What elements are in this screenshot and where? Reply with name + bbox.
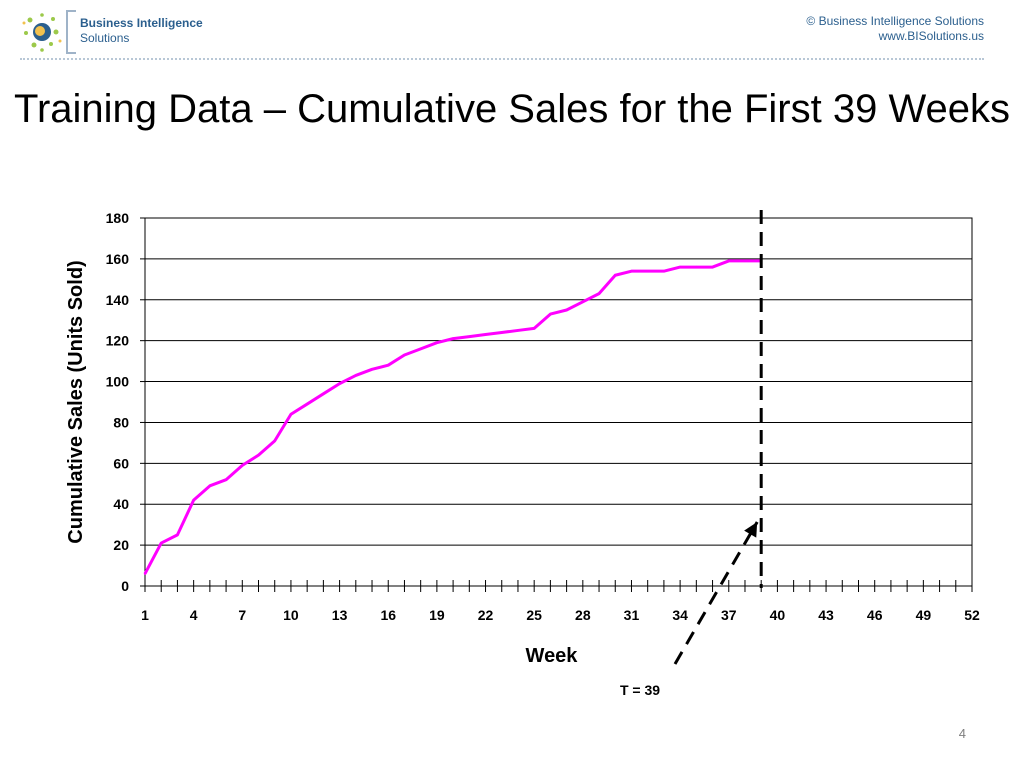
data-point <box>419 347 422 351</box>
x-tick-label: 40 <box>770 607 786 623</box>
x-tick-label: 31 <box>624 607 640 623</box>
y-tick-label: 160 <box>106 251 130 267</box>
y-tick-label: 120 <box>106 333 130 349</box>
header-credits: © Business Intelligence Solutions www.BI… <box>806 14 984 44</box>
logo-name: Business Intelligence <box>80 16 203 30</box>
data-point <box>224 478 228 481</box>
data-point <box>257 453 260 457</box>
data-point <box>614 274 617 277</box>
x-tick-label: 34 <box>672 607 688 623</box>
data-point <box>387 364 390 367</box>
data-point <box>143 572 147 575</box>
x-tick-label: 49 <box>916 607 932 623</box>
slide-title: Training Data – Cumulative Sales for the… <box>14 87 1010 131</box>
data-point <box>565 308 568 312</box>
y-tick-label: 180 <box>106 210 130 226</box>
x-tick-label: 10 <box>283 607 299 623</box>
data-point <box>468 335 471 338</box>
annotation-label: T = 39 <box>620 682 660 698</box>
x-tick-label: 7 <box>238 607 246 623</box>
annotation-arrowhead <box>744 522 758 538</box>
logo-bracket <box>66 10 76 54</box>
x-tick-label: 52 <box>964 607 980 623</box>
plot-area <box>144 217 973 587</box>
data-point <box>403 353 406 357</box>
data-point <box>322 392 325 396</box>
logo-mark-icon <box>22 13 62 52</box>
page-number: 4 <box>958 726 966 741</box>
data-point <box>532 327 536 330</box>
data-point <box>743 259 747 263</box>
data-point <box>435 341 439 344</box>
data-point <box>581 300 585 304</box>
company-logo: Business Intelligence Solutions <box>20 8 220 56</box>
x-tick-label: 4 <box>190 607 198 623</box>
data-point <box>549 312 552 316</box>
x-tick-label: 43 <box>818 607 834 623</box>
y-tick-label: 40 <box>113 496 129 512</box>
x-tick-label: 37 <box>721 607 737 623</box>
data-point <box>160 541 163 545</box>
x-tick-label: 13 <box>332 607 348 623</box>
data-point <box>354 374 358 377</box>
website-text: www.BISolutions.us <box>878 29 984 43</box>
x-tick-label: 1 <box>141 607 149 623</box>
data-point <box>597 292 601 295</box>
data-point <box>646 269 649 273</box>
y-tick-label: 60 <box>113 455 129 471</box>
data-point <box>192 498 195 502</box>
logo-sub: Solutions <box>80 31 130 45</box>
y-axis-title: Cumulative Sales (Units Sold) <box>65 260 87 543</box>
data-point <box>695 265 698 269</box>
data-point <box>630 269 633 273</box>
data-point <box>662 269 666 273</box>
data-point <box>711 265 714 269</box>
x-tick-label: 16 <box>380 607 396 623</box>
data-point <box>176 533 179 537</box>
data-point <box>500 331 503 334</box>
x-tick-label: 46 <box>867 607 883 623</box>
data-point <box>241 464 244 467</box>
header-divider <box>20 58 984 60</box>
x-tick-label: 19 <box>429 607 445 623</box>
data-point <box>484 333 487 336</box>
y-tick-label: 20 <box>113 537 129 553</box>
data-point <box>289 413 293 416</box>
data-point <box>451 337 455 340</box>
x-tick-label: 22 <box>478 607 494 623</box>
data-point <box>305 402 309 406</box>
x-axis-title: Week <box>526 645 579 667</box>
annotation-arrow <box>673 521 759 665</box>
data-point <box>338 382 341 385</box>
y-tick-label: 80 <box>113 414 129 430</box>
y-tick-label: 140 <box>106 292 130 308</box>
data-point <box>678 265 682 269</box>
y-tick-label: 0 <box>121 578 129 594</box>
y-tick-label: 100 <box>106 374 130 390</box>
data-point <box>516 329 520 332</box>
x-tick-label: 28 <box>575 607 591 623</box>
data-point <box>370 368 374 371</box>
series-line <box>143 259 762 575</box>
data-point <box>208 484 212 488</box>
copyright-text: © Business Intelligence Solutions <box>806 14 984 28</box>
x-tick-label: 25 <box>526 607 542 623</box>
data-point <box>273 439 276 443</box>
data-point <box>727 259 730 263</box>
